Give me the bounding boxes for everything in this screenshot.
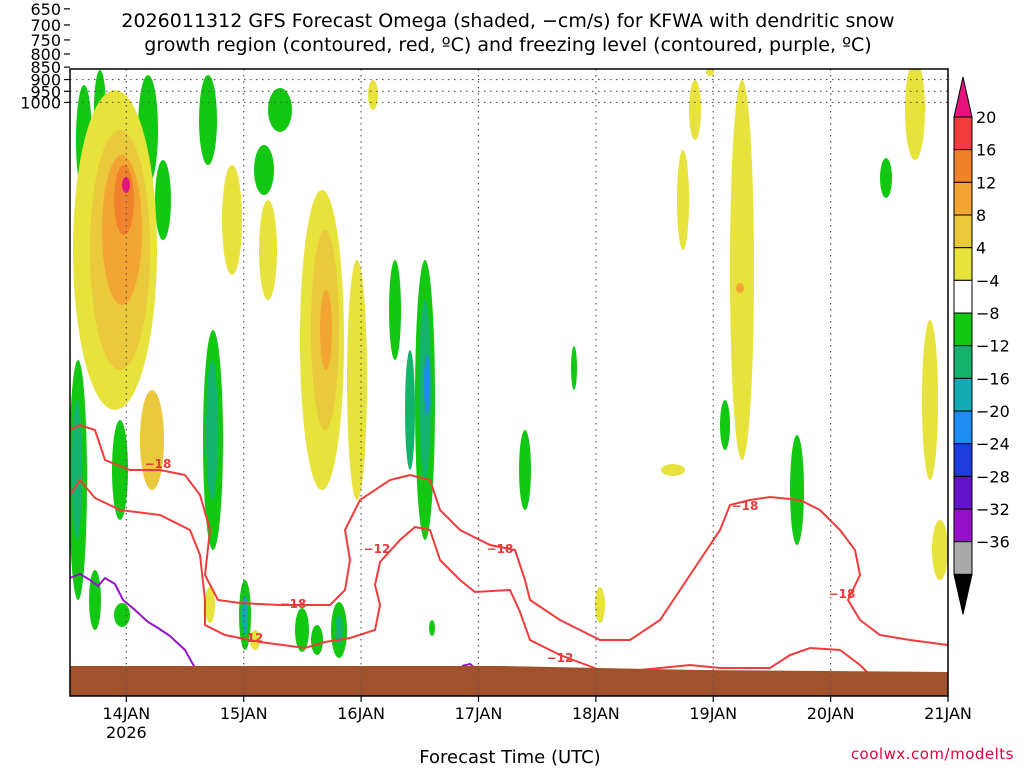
- colorbar-swatch: [953, 410, 973, 445]
- contour-label: −18: [487, 542, 514, 556]
- colorbar-tick-label: −16: [976, 369, 1010, 388]
- colorbar-swatch: [953, 541, 973, 575]
- y-tick-label: 1000: [20, 93, 61, 112]
- contour-label: −12: [237, 631, 264, 645]
- contour-label: −18: [829, 587, 856, 601]
- dgz-contours: [70, 423, 948, 676]
- colorbar-tick-label: −4: [976, 271, 1000, 290]
- x-tick-label: 20JAN: [807, 704, 855, 723]
- y-tick-label: 850: [30, 58, 61, 77]
- colorbar-tick-label: −24: [976, 435, 1010, 454]
- colorbar-tick-label: −32: [976, 500, 1010, 519]
- grid: [70, 69, 948, 696]
- colorbar-swatch: [953, 181, 973, 216]
- y-tick-label: 900: [30, 71, 61, 90]
- x-tick-sublabel: 2026: [106, 723, 147, 742]
- colorbar-tick-label: 16: [976, 141, 996, 160]
- contour-label: −18: [145, 457, 172, 471]
- x-axis-label: Forecast Time (UTC): [419, 747, 600, 768]
- y-tick-label: 600: [30, 0, 61, 1]
- contour-label: −12: [547, 651, 574, 665]
- y-tick-label: 700: [30, 16, 61, 35]
- colorbar-swatch: [953, 312, 973, 347]
- colorbar-bottom-arrow: [953, 573, 973, 615]
- colorbar-swatch: [953, 508, 973, 543]
- x-tick-label: 16JAN: [337, 704, 385, 723]
- chart-title-line2: growth region (contoured, red, ºC) and f…: [144, 34, 871, 56]
- colorbar-swatch: [953, 345, 973, 379]
- plot-frame: [69, 68, 949, 697]
- colorbar-tick-label: 4: [976, 239, 986, 258]
- dgz-contour-labels: −18 −12 −18 −12 −18 −18 −18 −12: [145, 457, 856, 665]
- x-tick-label: 14JAN: [102, 704, 150, 723]
- colorbar-tick-label: −20: [976, 402, 1010, 421]
- colorbar-tick-label: −36: [976, 533, 1010, 552]
- x-tick-label: 17JAN: [455, 704, 503, 723]
- contour-label: −18: [280, 597, 307, 611]
- x-tick-label: 19JAN: [689, 704, 737, 723]
- colorbar-swatch: [953, 149, 973, 183]
- terrain: [70, 666, 948, 696]
- colorbar-tick-label: 12: [976, 173, 996, 192]
- colorbar-tick-label: 8: [976, 206, 986, 225]
- credit-text: coolwx.com/modelts: [851, 745, 1014, 763]
- colorbar-tick-label: −28: [976, 467, 1010, 486]
- y-axis: 2503003504004505005506006507007508008509…: [20, 0, 70, 112]
- y-tick-label: 800: [30, 45, 61, 64]
- colorbar-swatch: [953, 214, 973, 249]
- x-tick-label: 15JAN: [220, 704, 268, 723]
- colorbar-swatch: [953, 443, 973, 477]
- plot-area: −18 −12 −18 −12 −18 −18 −18 −12: [70, 69, 948, 696]
- colorbar-swatch: [953, 279, 973, 314]
- contour-label: −18: [732, 499, 759, 513]
- colorbar: 20 16 12 8 4 −4 −8 −12 −16 −20 −24 −28 −32 −36: [953, 76, 1010, 615]
- y-tick-label: 750: [30, 31, 61, 50]
- y-tick-label: 950: [30, 82, 61, 101]
- chart-title-line1: 2026011312 GFS Forecast Omega (shaded, −…: [121, 10, 894, 32]
- colorbar-tick-label: 20: [976, 108, 996, 127]
- colorbar-swatch: [953, 475, 973, 510]
- x-tick-label: 18JAN: [572, 704, 620, 723]
- contour-label: −12: [364, 542, 391, 556]
- colorbar-swatch: [953, 116, 973, 151]
- colorbar-tick-label: −12: [976, 337, 1010, 356]
- colorbar-top-arrow: [953, 76, 973, 118]
- x-tick-label: 21JAN: [924, 704, 972, 723]
- colorbar-swatch: [953, 247, 973, 281]
- colorbar-swatch: [953, 377, 973, 412]
- y-tick-label: 650: [30, 0, 61, 19]
- colorbar-tick-label: −8: [976, 304, 1000, 323]
